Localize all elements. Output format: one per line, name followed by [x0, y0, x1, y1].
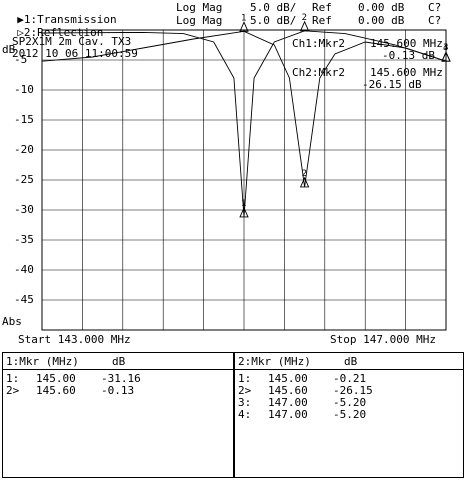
ch2-marker-value: -26.15 dB — [362, 78, 422, 91]
marker-table-row: 4: 147.00 -5.20 — [238, 409, 458, 421]
ch1-ref-value: 0.00 dB — [358, 1, 405, 14]
marker-triangle — [239, 21, 249, 32]
ch1-flag: C? — [428, 1, 442, 14]
ch2-marker-label: Ch2:Mkr2 — [292, 66, 345, 79]
marker-id: 4 — [443, 43, 448, 53]
marker-table-ch2-divider — [235, 369, 463, 370]
marker-cell-db: -5.20 — [333, 396, 367, 409]
y-tick-label: -45 — [14, 293, 34, 306]
stop-frequency: Stop 147.000 MHz — [330, 333, 436, 346]
marker-cell-id: 4: — [238, 408, 252, 421]
marker-table-row: 1: 145.00 -0.21 — [238, 373, 458, 385]
ch2-scale: 5.0 dB/ — [250, 14, 297, 27]
y-tick-label: -25 — [14, 173, 34, 186]
marker-id: 2 — [302, 169, 307, 179]
marker-table-ch1: 1:Mkr (MHz) dB 1: 145.00 -31.16 2> 145.60 -0.… — [2, 352, 234, 478]
marker-table-row: 3: 147.00 -5.20 — [238, 397, 458, 409]
marker-table-ch1-title: 1:Mkr (MHz) dB — [6, 355, 126, 368]
ch2-ref-value: 0.00 dB — [358, 14, 405, 27]
marker-cell-freq: 147.00 — [268, 408, 308, 421]
y-tick-label: -20 — [14, 143, 34, 156]
ch1-marker-freq: 145.600 MHz — [370, 37, 443, 50]
marker-cell-freq: 147.00 — [268, 396, 308, 409]
marker-id: 2 — [302, 13, 307, 23]
y-bottom-label: Abs — [2, 315, 22, 328]
y-tick-label: -10 — [14, 83, 34, 96]
plot-markers: 1 2 1 2 34 — [239, 13, 451, 218]
marker-cell-id: 2> — [6, 384, 20, 397]
marker-cell-freq: 145.00 — [268, 372, 308, 385]
marker-triangle — [441, 51, 451, 62]
title-annotation: SP2X1M 2m Cav. TX3 — [12, 35, 132, 48]
ch1-label: 1:Transmission — [23, 13, 117, 26]
ch1-ref-label: Ref — [312, 1, 332, 14]
plot-grid — [41, 29, 447, 331]
marker-id: 1 — [241, 199, 246, 209]
marker-cell-db: -5.20 — [333, 408, 367, 421]
marker-cell-id: 1: — [238, 372, 252, 385]
marker-cell-db: -0.21 — [333, 372, 367, 385]
ch2-flag: C? — [428, 14, 442, 27]
marker-table-row: 1: 145.00 -31.16 — [6, 373, 226, 385]
ch1-header: ▶1:Transmission — [4, 2, 117, 26]
ch2-arrow: ▷ — [17, 26, 24, 39]
y-tick-label: -5 — [14, 53, 28, 66]
marker-cell-id: 3: — [238, 396, 252, 409]
marker-cell-db: -26.15 — [333, 384, 373, 397]
marker-table-row: 2> 145.60 -0.13 — [6, 385, 226, 397]
y-tick-label: -40 — [14, 263, 34, 276]
marker-table-ch2-title: 2:Mkr (MHz) dB — [238, 355, 358, 368]
ch2-format: Log Mag — [176, 14, 223, 27]
marker-cell-freq: 145.60 — [268, 384, 308, 397]
y-unit-label: dB — [2, 43, 16, 56]
marker-cell-id: 1: — [6, 372, 20, 385]
ch1-marker-value: -0.13 dB — [382, 49, 435, 62]
ch1-format: Log Mag — [176, 1, 223, 14]
marker-cell-db: -31.16 — [101, 372, 141, 385]
start-frequency: Start 143.000 MHz — [18, 333, 131, 346]
marker-table-row: 2> 145.60 -26.15 — [238, 385, 458, 397]
marker-id: 3 — [443, 43, 448, 53]
marker-id: 1 — [241, 13, 246, 23]
marker-triangle — [299, 176, 310, 188]
marker-cell-id: 2> — [238, 384, 252, 397]
ch2-marker-freq: 145.600 MHz — [370, 66, 443, 79]
datetime-annotation: 2012 10 06 11:00:59 — [12, 47, 138, 60]
marker-table-ch2: 2:Mkr (MHz) dB 1: 145.00 -0.21 2> 145.60 -26.… — [234, 352, 464, 478]
marker-cell-freq: 145.00 — [36, 372, 76, 385]
marker-triangle — [239, 206, 249, 218]
marker-table-ch1-divider — [3, 369, 233, 370]
marker-triangle — [299, 20, 310, 32]
y-tick-label: -35 — [14, 233, 34, 246]
ch1-scale: 5.0 dB/ — [250, 1, 297, 14]
y-tick-label: -15 — [14, 113, 34, 126]
ch2-ref-label: Ref — [312, 14, 332, 27]
reflection-trace — [41, 30, 447, 187]
marker-cell-db: -0.13 — [101, 384, 135, 397]
y-tick-label: -30 — [14, 203, 34, 216]
ch1-marker-label: Ch1:Mkr2 — [292, 37, 345, 50]
marker-cell-freq: 145.60 — [36, 384, 76, 397]
ch1-arrow: ▶ — [17, 13, 24, 26]
